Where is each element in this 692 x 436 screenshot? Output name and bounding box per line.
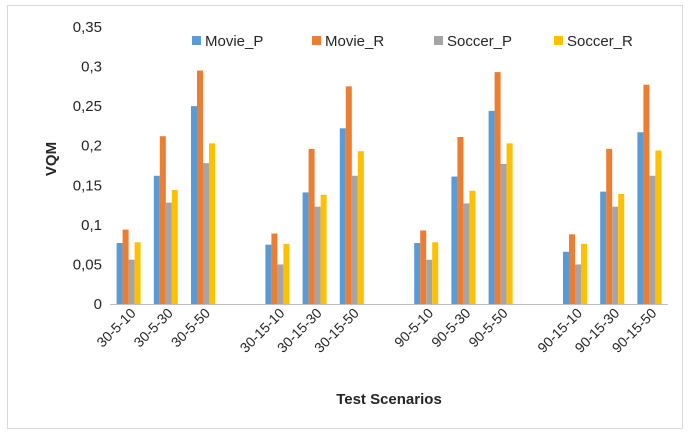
bar-movie-p xyxy=(637,132,644,304)
bar-movie-p xyxy=(302,192,309,304)
legend-label: Soccer_R xyxy=(567,33,633,50)
bar-movie-p xyxy=(414,243,421,304)
x-tick-label: 90-5-50 xyxy=(465,305,511,351)
bar-soccer-r xyxy=(618,193,625,304)
bar-movie-r xyxy=(197,70,203,304)
y-tick-label: 0,05 xyxy=(73,256,102,273)
legend-label: Soccer_P xyxy=(447,33,512,50)
bar-movie-p xyxy=(116,243,123,304)
y-tick-label: 0,35 xyxy=(73,19,102,36)
bar-soccer-r xyxy=(432,242,439,304)
bar-soccer-r xyxy=(134,242,141,304)
bar-soccer-r xyxy=(506,143,513,304)
y-axis: 0 0,05 0,1 0,15 0,2 0,25 0,3 0,35 xyxy=(73,19,102,313)
bar-movie-p xyxy=(600,191,607,304)
y-tick-label: 0 xyxy=(94,296,102,313)
x-tick-label: 90-5-30 xyxy=(428,305,474,351)
bar-movie-p xyxy=(191,106,197,304)
legend-swatch xyxy=(192,36,201,45)
bar-movie-r xyxy=(457,137,464,304)
bar-soccer-p xyxy=(500,163,507,304)
bar-movie-r xyxy=(494,72,501,304)
legend: Movie_P Movie_R Soccer_P Soccer_R xyxy=(192,33,633,50)
y-tick-label: 0,2 xyxy=(81,138,102,155)
bar-soccer-p xyxy=(463,203,470,304)
y-tick-label: 0,1 xyxy=(81,217,102,234)
bar-movie-r xyxy=(420,230,427,304)
y-tick-label: 0,25 xyxy=(73,98,102,115)
x-axis-title: Test Scenarios xyxy=(336,391,442,408)
bar-movie-p xyxy=(488,110,495,304)
chart-frame: Movie_P Movie_R Soccer_P Soccer_R 0 0,05 0,1 0… xyxy=(7,5,683,429)
bar-movie-r xyxy=(122,229,129,304)
bar-soccer-r xyxy=(581,243,587,304)
bar-movie-p xyxy=(563,251,569,304)
bar-movie-p xyxy=(451,176,458,304)
legend-swatch xyxy=(312,36,321,45)
legend-label: Movie_P xyxy=(205,33,263,50)
bar-soccer-p xyxy=(575,264,581,304)
bar-movie-r xyxy=(308,148,315,304)
bar-soccer-r xyxy=(209,143,215,304)
bar-movie-r xyxy=(271,233,278,304)
bar-soccer-r xyxy=(469,190,476,304)
bar-soccer-r xyxy=(320,194,327,304)
bar-movie-r xyxy=(606,148,613,304)
x-tick-label: 30-5-50 xyxy=(168,305,214,351)
bar-soccer-r xyxy=(655,150,662,304)
bar-soccer-p xyxy=(277,264,284,304)
bar-movie-r xyxy=(643,84,650,305)
bar-movie-p xyxy=(339,128,346,304)
bar-movie-r xyxy=(569,234,575,304)
bar-soccer-r xyxy=(357,151,364,304)
bar-soccer-p xyxy=(165,202,172,304)
y-tick-label: 0,3 xyxy=(81,59,102,76)
bars xyxy=(116,70,662,305)
bar-movie-r xyxy=(159,136,166,304)
x-tick-label: 30-5-30 xyxy=(130,305,176,351)
legend-swatch xyxy=(434,36,443,45)
bar-soccer-p xyxy=(203,163,209,304)
bar-chart: Movie_P Movie_R Soccer_P Soccer_R 00,050,10… xyxy=(43,19,668,408)
x-tick-label: 90-5-10 xyxy=(391,305,437,351)
bar-soccer-p xyxy=(649,175,656,304)
legend-label: Movie_R xyxy=(325,33,384,50)
legend-swatch xyxy=(554,36,563,45)
y-axis-title: VQM xyxy=(43,142,60,176)
bar-soccer-p xyxy=(128,259,135,304)
bar-soccer-p xyxy=(426,259,433,304)
bar-soccer-p xyxy=(314,206,321,304)
bar-movie-r xyxy=(345,86,352,304)
bar-soccer-r xyxy=(171,190,178,304)
bar-soccer-p xyxy=(351,175,358,304)
bar-soccer-r xyxy=(283,243,290,304)
bar-movie-p xyxy=(265,244,272,304)
y-tick-label: 0,15 xyxy=(73,177,102,194)
bar-soccer-p xyxy=(612,206,619,304)
bar-movie-p xyxy=(153,175,160,304)
